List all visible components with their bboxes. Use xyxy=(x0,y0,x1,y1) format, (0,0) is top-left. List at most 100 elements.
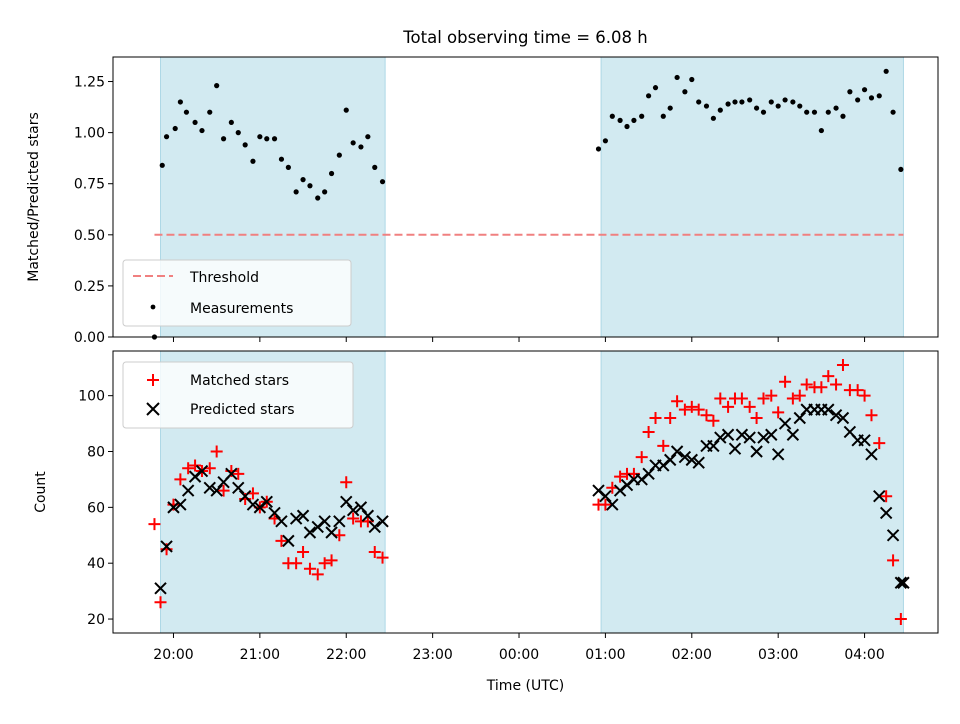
measurement-point xyxy=(271,136,278,142)
predicted-star-point xyxy=(203,481,216,495)
measurement-point xyxy=(861,87,868,93)
x-tick-label: 20:00 xyxy=(153,647,193,663)
measurement-point xyxy=(343,107,349,113)
measurement-point xyxy=(609,113,615,119)
measurement-point xyxy=(674,74,680,81)
measurement-point xyxy=(775,103,781,109)
measurement-point xyxy=(278,156,285,162)
predicted-star-point xyxy=(670,445,684,458)
measurement-point xyxy=(898,166,904,173)
matched-star-point xyxy=(830,378,843,391)
measurement-point xyxy=(717,107,723,113)
measurement-point xyxy=(855,97,861,103)
measurement-points xyxy=(151,68,904,340)
predicted-star-point xyxy=(685,453,699,467)
measurement-point xyxy=(739,99,745,105)
top-panel: 0.00 0.25 0.50 0.75 1.00 1.25 Matched/Predict… xyxy=(26,56,939,346)
predicted-star-point xyxy=(765,428,778,441)
matched-star-point xyxy=(189,459,202,472)
matched-star-point xyxy=(210,445,223,458)
measurement-point xyxy=(689,76,695,83)
matched-star-point xyxy=(714,392,727,405)
x-tick-label: 03:00 xyxy=(758,647,798,663)
matched-star-point xyxy=(635,451,648,464)
x-tick-label: 01:00 xyxy=(585,647,625,663)
predicted-star-point xyxy=(836,411,850,425)
matched-star-point xyxy=(290,557,303,570)
measurement-point xyxy=(315,195,321,201)
matched-star-point xyxy=(642,425,655,438)
chart-title: Total observing time = 6.08 h xyxy=(402,28,647,47)
matched-star-point xyxy=(865,409,878,422)
x-tick-label: 21:00 xyxy=(240,647,280,663)
measurement-point xyxy=(818,127,824,134)
measurement-point xyxy=(214,83,220,89)
predicted-star-point xyxy=(735,428,749,441)
matched-star-point xyxy=(217,484,230,497)
measurement-point xyxy=(350,140,356,146)
measurement-point xyxy=(667,105,673,111)
predicted-star-point xyxy=(275,515,288,528)
matched-star-point xyxy=(851,384,864,397)
predicted-star-point xyxy=(181,484,195,497)
predicted-star-point xyxy=(599,489,612,503)
predicted-star-point xyxy=(260,495,273,508)
matched-star-point xyxy=(303,562,316,575)
measurement-point xyxy=(264,136,270,142)
matched-star-point xyxy=(685,400,698,413)
measurement-point xyxy=(725,101,731,107)
y-tick-label: 100 xyxy=(78,389,105,405)
measurement-point xyxy=(768,99,774,105)
predicted-star-point xyxy=(160,540,173,553)
predicted-star-point xyxy=(333,515,346,528)
predicted-star-point xyxy=(167,501,180,514)
matched-star-point xyxy=(678,403,691,416)
matched-star-point xyxy=(722,400,735,413)
measurement-point xyxy=(760,109,767,115)
measurement-point xyxy=(285,164,291,170)
matched-star-point xyxy=(735,392,748,405)
predicted-star-point xyxy=(354,501,368,514)
predicted-star-point xyxy=(663,453,677,467)
bottom-y-ticks: 20 40 60 80 100 xyxy=(78,389,113,628)
predicted-star-point xyxy=(303,526,317,539)
predicted-star-point xyxy=(318,515,331,528)
matched-star-point xyxy=(873,437,886,450)
predicted-star-point xyxy=(606,498,619,511)
measurement-point xyxy=(811,109,818,115)
legend-predicted-swatch xyxy=(146,402,160,416)
measurement-point xyxy=(747,97,753,103)
measurement-point xyxy=(192,119,198,126)
measurement-point xyxy=(372,164,378,170)
predicted-star-point xyxy=(368,520,381,534)
legend-predicted-label: Predicted stars xyxy=(190,402,295,418)
matched-star-point xyxy=(657,439,670,452)
measurement-point xyxy=(177,99,183,105)
measurement-point xyxy=(199,127,205,134)
matched-star-point xyxy=(347,512,360,525)
predicted-star-point xyxy=(757,431,770,444)
predicted-star-point xyxy=(886,529,900,542)
measurement-point xyxy=(646,93,652,99)
predicted-stars-points xyxy=(154,403,910,595)
predicted-star-point xyxy=(232,481,245,495)
measurement-point xyxy=(883,68,889,74)
predicted-star-point xyxy=(692,456,705,469)
predicted-star-point xyxy=(721,428,735,441)
matched-star-point xyxy=(765,389,778,402)
matched-star-point xyxy=(894,613,907,626)
y-tick-label: 0.75 xyxy=(74,177,105,193)
matched-star-point xyxy=(148,518,161,531)
measurement-point xyxy=(631,117,637,123)
top-legend: Threshold Measurements xyxy=(122,259,352,327)
predicted-star-point xyxy=(325,526,338,539)
measurement-point xyxy=(682,89,688,95)
predicted-star-point xyxy=(750,445,763,458)
matched-star-point xyxy=(707,414,720,427)
matched-star-point xyxy=(275,534,288,547)
matched-star-point xyxy=(800,378,813,391)
x-tick-label: 22:00 xyxy=(326,647,366,663)
measurement-point xyxy=(257,134,263,140)
predicted-star-point xyxy=(678,450,692,464)
